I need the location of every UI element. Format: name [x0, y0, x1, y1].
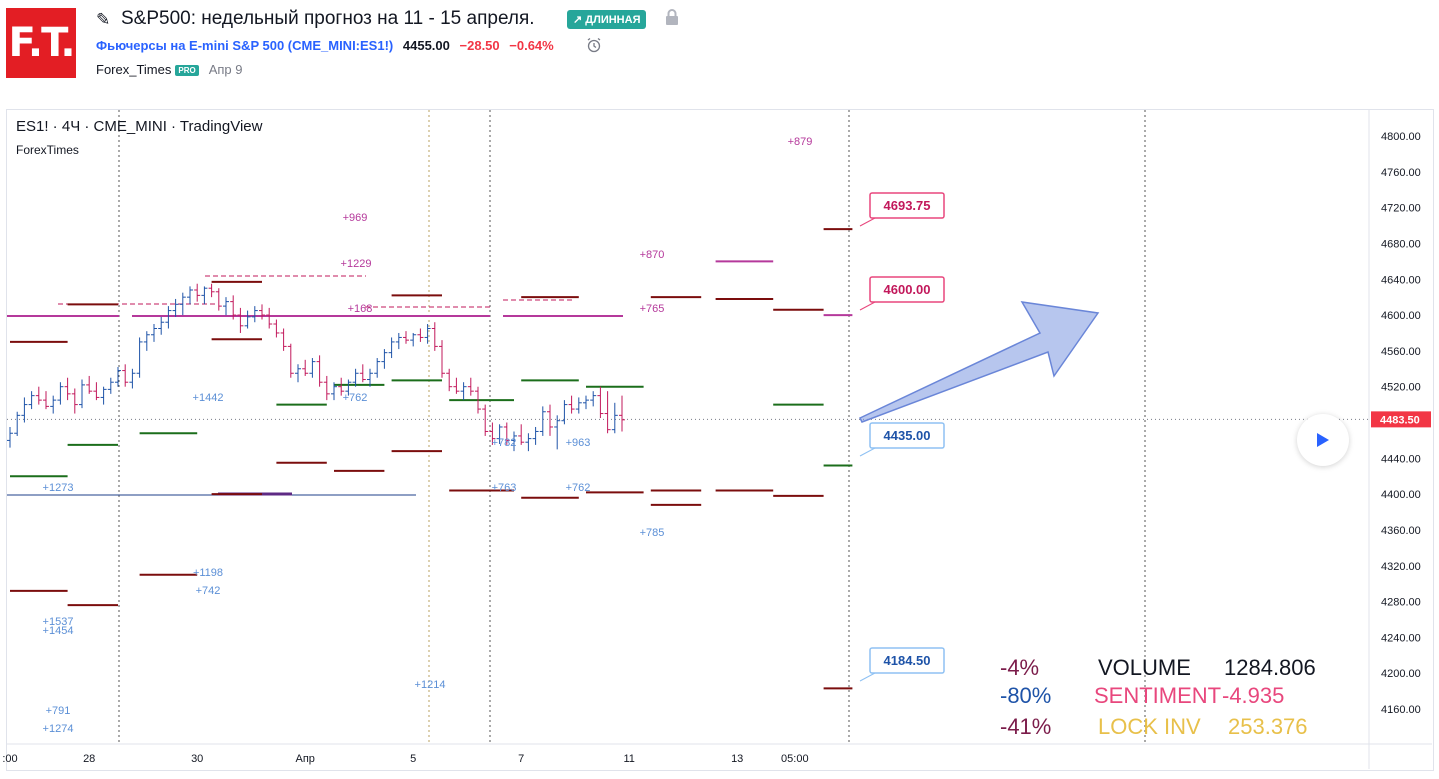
forecast-arrow: [858, 301, 1100, 423]
symbol-change-pct: −0.64%: [509, 38, 554, 53]
callout-pointer: [859, 447, 876, 457]
callout-pointer: [859, 301, 876, 311]
alarm-icon[interactable]: [586, 37, 602, 53]
price-tick-label: 4400.00: [1381, 489, 1421, 501]
stat-sentiment-label: SENTIMENT: [1094, 683, 1222, 708]
pro-badge: PRO: [175, 65, 199, 77]
stat-lockinv-value: 253.376: [1228, 714, 1308, 739]
time-tick-label: 7: [518, 753, 524, 765]
stat-lockinv-pct: -41%: [1000, 714, 1052, 739]
current-price-tag: [1371, 411, 1431, 428]
time-tick-label: 28: [83, 753, 95, 765]
price-tick-label: 4320.00: [1381, 561, 1421, 573]
price-callout-box: [869, 276, 945, 303]
price-tick-label: 4640.00: [1381, 274, 1421, 286]
price-callout-text: 4435.00: [884, 428, 931, 443]
idea-icon: ✎: [96, 10, 111, 29]
stat-sentiment-pct: -80%: [1000, 683, 1052, 708]
volume-note: +1454: [43, 625, 74, 637]
time-tick-label: 05:00: [781, 753, 809, 765]
symbol-change: −28.50: [459, 38, 500, 53]
play-button[interactable]: [1297, 414, 1349, 466]
volume-note: +765: [640, 303, 665, 315]
price-callout-text: 4184.50: [884, 653, 931, 668]
price-tick-label: 4200.00: [1381, 668, 1421, 680]
volume-note: +1198: [193, 567, 223, 579]
stat-volume-label: VOLUME: [1098, 655, 1191, 680]
play-icon: [1317, 433, 1329, 447]
chart-symbol-label: ES1! · 4Ч · CME_MINI · TradingView: [16, 118, 263, 135]
price-callout-text: 4600.00: [884, 282, 931, 297]
price-tick-label: 4280.00: [1381, 597, 1421, 609]
time-tick-label: :00: [2, 753, 17, 765]
volume-note: +1442: [193, 392, 224, 404]
volume-note: +879: [788, 136, 813, 148]
chart-frame: [6, 109, 1434, 771]
price-tick-label: 4760.00: [1381, 167, 1421, 179]
price-tick-label: 4800.00: [1381, 131, 1421, 143]
stat-sentiment-value: -4.935: [1222, 683, 1285, 708]
volume-note: +963: [566, 437, 591, 449]
price-callout-box: [869, 192, 945, 219]
volume-note: +1229: [341, 258, 372, 270]
volume-note: +1214: [415, 679, 446, 691]
symbol-price: 4455.00: [402, 38, 450, 53]
symbol-line: Фьючерсы на E-mini S&P 500 (CME_MINI:ES1…: [96, 38, 554, 53]
lock-icon: [666, 9, 678, 25]
price-tick-label: 4240.00: [1381, 632, 1421, 644]
time-tick-label: 5: [410, 753, 416, 765]
volume-note: +782: [492, 437, 517, 449]
volume-note: +763: [492, 482, 517, 494]
volume-note: +762: [566, 482, 591, 494]
price-callout-text: 4693.75: [884, 198, 931, 213]
callout-pointer: [859, 672, 876, 682]
page-title: S&P500: недельный прогноз на 11 - 15 апр…: [121, 8, 535, 29]
chart-author: ForexTimes: [16, 143, 79, 157]
volume-note: +870: [640, 249, 665, 261]
volume-note: +742: [196, 585, 221, 597]
price-tick-label: 4680.00: [1381, 238, 1421, 250]
price-tick-label: 4360.00: [1381, 525, 1421, 537]
volume-note: +791: [46, 705, 71, 717]
time-tick-label: Апр: [295, 753, 314, 765]
time-tick-label: 11: [623, 753, 634, 765]
stat-volume-pct: -4%: [1000, 655, 1040, 680]
volume-note: +785: [640, 527, 665, 539]
stat-volume-value: 1284.806: [1224, 655, 1316, 680]
long-badge: ↗ ДЛИННАЯ: [567, 10, 647, 29]
price-tick-label: 4160.00: [1381, 704, 1421, 716]
time-tick-label: 30: [191, 753, 203, 765]
volume-note: +969: [343, 212, 368, 224]
price-callout-box: [869, 422, 945, 449]
price-tick-label: 4520.00: [1381, 382, 1421, 394]
volume-note: +1537: [43, 616, 74, 628]
price-callout-box: [869, 647, 945, 674]
price-tick-label: 4720.00: [1381, 203, 1421, 215]
author-line: Forex_Times PRO Апр 9: [96, 62, 243, 77]
volume-note: +1273: [43, 482, 74, 494]
publish-date: Апр 9: [208, 62, 243, 77]
forex-times-logo[interactable]: F.T.: [6, 8, 76, 78]
volume-note: +1274: [43, 723, 74, 735]
volume-note: +168: [348, 303, 373, 315]
price-tick-label: 4440.00: [1381, 453, 1421, 465]
symbol-link[interactable]: Фьючерсы на E-mini S&P 500 (CME_MINI:ES1…: [96, 38, 394, 53]
stat-lockinv-label: LOCK INV: [1098, 714, 1201, 739]
time-tick-label: 13: [731, 753, 743, 765]
price-tick-label: 4560.00: [1381, 346, 1421, 358]
price-tick-label: 4600.00: [1381, 310, 1421, 322]
volume-note: +762: [343, 392, 368, 404]
author-name[interactable]: Forex_Times: [96, 62, 172, 77]
callout-pointer: [859, 217, 876, 227]
current-price-text: 4483.50: [1380, 414, 1420, 426]
